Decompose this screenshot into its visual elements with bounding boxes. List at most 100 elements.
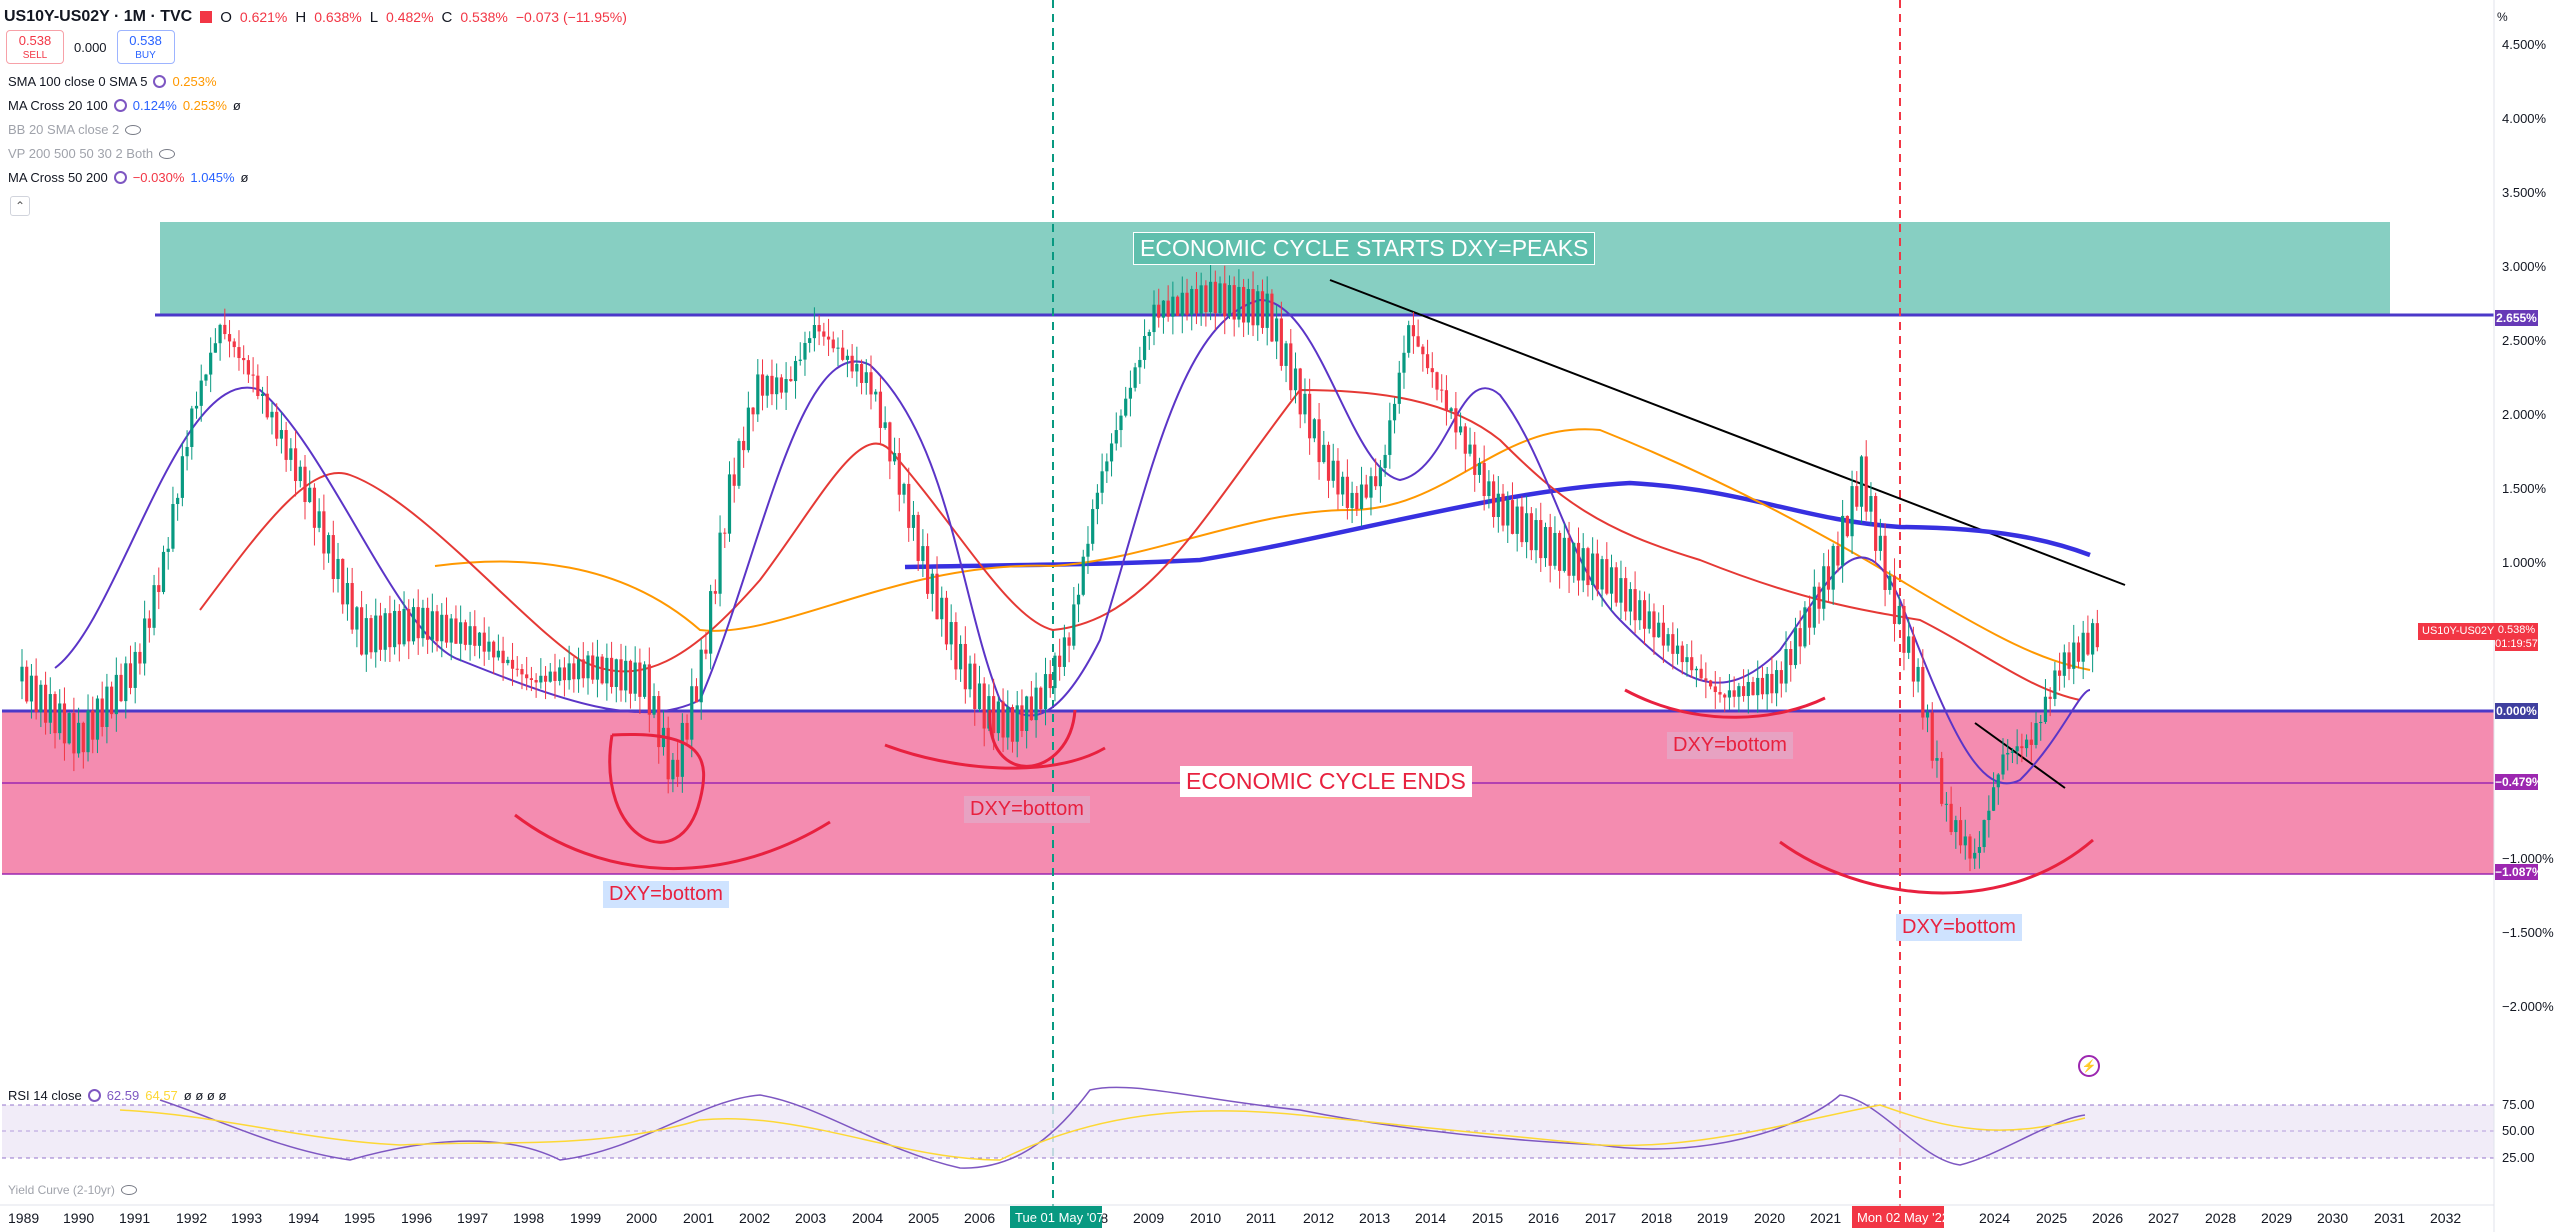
- y-axis[interactable]: 4.500% 4.000% 3.500% 3.000% 2.500% 2.000% 1.50…: [2502, 37, 2554, 1165]
- candle-body: [770, 375, 774, 395]
- candle-body: [194, 405, 199, 409]
- candle-body: [81, 722, 85, 753]
- candle-body: [1081, 556, 1085, 595]
- candle-body: [704, 649, 708, 654]
- candle-body: [926, 546, 930, 594]
- candle-body: [1133, 367, 1137, 388]
- candle-body: [694, 686, 699, 703]
- candle-body: [1987, 810, 1991, 821]
- candle-body: [1690, 657, 1694, 671]
- chart-header: US10Y-US02Y · 1M · TVC O 0.621% H 0.638% L…: [4, 8, 627, 26]
- candle-body: [1921, 666, 1925, 718]
- candle-body: [1822, 566, 1826, 609]
- indicator-sma100[interactable]: SMA 100 close 0 SMA 5 0.253%: [8, 74, 217, 89]
- rsi-band: [2, 1105, 2494, 1158]
- candle-body: [260, 393, 265, 396]
- candle-body: [1713, 686, 1717, 693]
- hidden-eye-icon[interactable]: [120, 1185, 137, 1195]
- candle-body: [1284, 343, 1288, 366]
- ma-200-line: [904, 480, 2091, 570]
- close-value: 0.538%: [460, 9, 508, 25]
- rsi-legend[interactable]: RSI 14 close 62.59 64.57 ø ø ø ø: [8, 1088, 226, 1103]
- candle-body: [1298, 368, 1302, 415]
- annotation-dxy-1[interactable]: DXY=bottom: [603, 881, 729, 908]
- candle-body: [1138, 359, 1142, 368]
- candle-body: [1128, 387, 1133, 399]
- settings-icon[interactable]: [113, 99, 127, 112]
- candle-body: [95, 698, 100, 740]
- yield-curve-pane[interactable]: Yield Curve (2-10yr): [8, 1183, 137, 1197]
- trend-line[interactable]: [1329, 279, 2126, 586]
- candle-body: [185, 446, 189, 457]
- candle-body: [1227, 285, 1232, 317]
- candle-body: [534, 680, 538, 683]
- candle-body: [1949, 803, 1953, 833]
- x-axis[interactable]: 1989 1990 1991 1992 1993 1994 1995 1996 1997 1998…: [8, 1206, 2461, 1228]
- indicator-vp[interactable]: VP 200 500 50 30 2 Both: [8, 146, 176, 161]
- y-tick-label: 3.000%: [2502, 259, 2547, 274]
- candle-body: [685, 722, 689, 740]
- lightning-icon[interactable]: ⚡: [2078, 1055, 2100, 1077]
- candle-body: [1534, 520, 1538, 551]
- x-tick-label: 1989: [8, 1210, 39, 1226]
- x-marker-badge: [1852, 1206, 1944, 1228]
- x-tick-label: 2026: [2092, 1210, 2123, 1226]
- symbol-title[interactable]: US10Y-US02Y · 1M · TVC: [4, 8, 193, 25]
- candle-body: [237, 347, 241, 359]
- settings-icon[interactable]: [87, 1089, 101, 1102]
- candle-body: [227, 334, 232, 342]
- indicator-ma-cross-20-100[interactable]: MA Cross 20 100 0.124% 0.253% ø: [8, 98, 241, 113]
- candle-body: [798, 359, 802, 361]
- indicator-bb[interactable]: BB 20 SMA close 2: [8, 122, 142, 137]
- candle-body: [393, 610, 397, 648]
- high-value: 0.638%: [314, 9, 362, 25]
- hidden-eye-icon[interactable]: [159, 148, 176, 159]
- indicator-ma-cross-50-200[interactable]: MA Cross 50 200 −0.030% 1.045% ø: [8, 170, 248, 185]
- collapse-chevron-icon[interactable]: ⌃: [10, 196, 30, 216]
- sell-button[interactable]: 0.538 SELL: [6, 30, 64, 64]
- candle-body: [746, 407, 750, 451]
- annotation-dxy-3[interactable]: DXY=bottom: [1667, 732, 1793, 759]
- candle-body: [1680, 645, 1684, 663]
- candle-body: [1223, 283, 1227, 317]
- x-tick-label: 1996: [401, 1210, 432, 1226]
- candle-body: [1058, 655, 1062, 667]
- candle-body: [171, 504, 175, 549]
- candle-body: [1963, 836, 1967, 846]
- settings-icon[interactable]: [153, 75, 167, 88]
- annotation-top-zone[interactable]: ECONOMIC CYCLE STARTS DXY=PEAKS: [1133, 232, 1596, 265]
- candle-body: [86, 710, 90, 753]
- buy-button[interactable]: 0.538 BUY: [116, 30, 175, 64]
- candle-body: [1878, 535, 1882, 551]
- candle-body: [1345, 476, 1349, 508]
- annotation-dxy-2[interactable]: DXY=bottom: [964, 796, 1090, 823]
- hidden-eye-icon[interactable]: [125, 124, 142, 135]
- rsi-value: 62.59: [106, 1088, 140, 1103]
- close-label: C: [441, 8, 453, 26]
- candle-body: [1930, 712, 1934, 761]
- y-tick-label: −2.000%: [2502, 999, 2554, 1014]
- candle-body: [1444, 390, 1449, 412]
- candle-body: [147, 618, 151, 628]
- settings-icon[interactable]: [113, 171, 127, 184]
- candle-body: [1020, 705, 1024, 731]
- x-tick-label: 1999: [570, 1210, 601, 1226]
- candle-body: [864, 372, 868, 383]
- candle-body: [1468, 444, 1472, 454]
- annotation-bottom-zone[interactable]: ECONOMIC CYCLE ENDS: [1180, 766, 1472, 797]
- y-tick-label: 4.000%: [2502, 111, 2547, 126]
- candle-body: [591, 655, 595, 680]
- open-label: O: [220, 8, 232, 26]
- candle-body: [916, 514, 920, 561]
- candle-body: [1265, 293, 1269, 328]
- candle-body: [1407, 325, 1411, 353]
- candle-body: [1808, 607, 1812, 628]
- x-tick-label: 2015: [1472, 1210, 1503, 1226]
- candle-body: [397, 610, 401, 645]
- trend-line-small[interactable]: [1974, 722, 2066, 789]
- candle-body: [907, 483, 911, 528]
- candle-body: [1586, 548, 1590, 586]
- annotation-dxy-4[interactable]: DXY=bottom: [1896, 914, 2022, 941]
- x-tick-label: 2002: [739, 1210, 770, 1226]
